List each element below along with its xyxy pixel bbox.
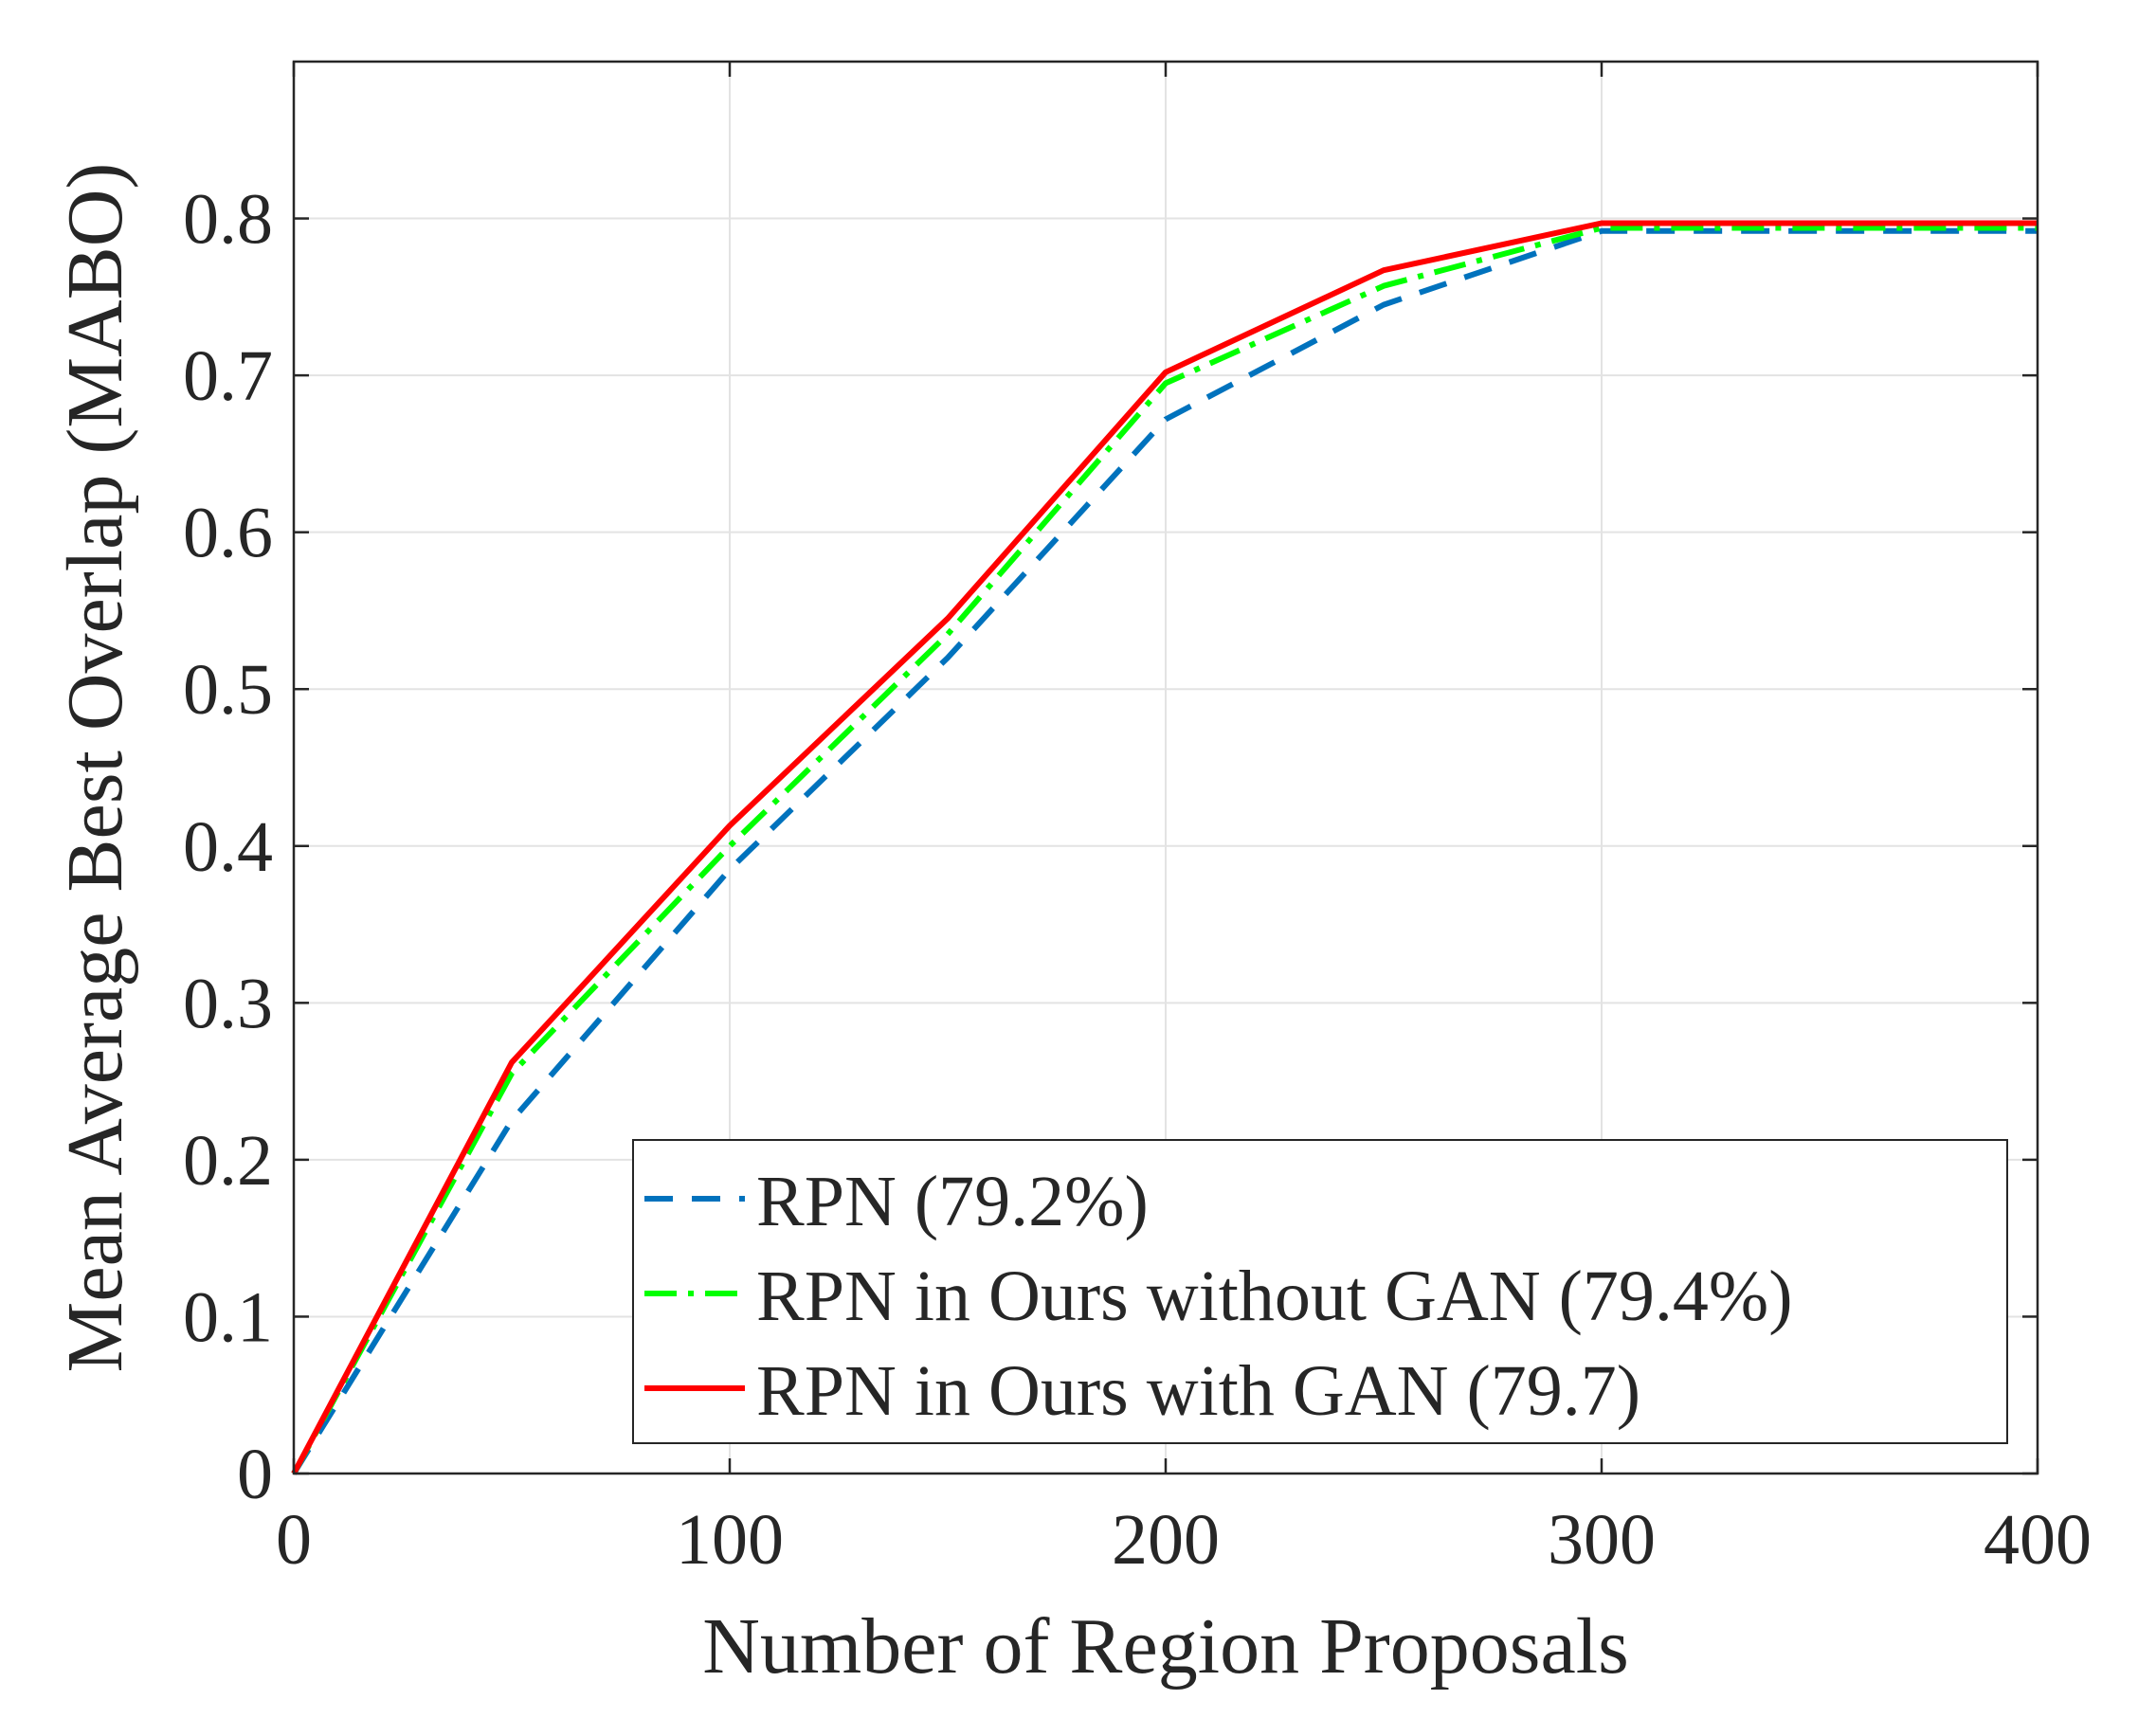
legend: RPN (79.2%) RPN in Ours without GAN (79.4… xyxy=(632,1139,2008,1444)
y-axis-title: Mean Average Best Overlap (MABO) xyxy=(51,163,139,1373)
series-lines xyxy=(291,220,2038,1475)
legend-label: RPN in Ours without GAN (79.4%) xyxy=(756,1257,1793,1336)
x-tick-label: 400 xyxy=(1984,1500,2092,1580)
y-tick-label: 0.6 xyxy=(183,494,273,573)
x-axis-title: Number of Region Proposals xyxy=(702,1602,1629,1691)
legend-label: RPN in Ours with GAN (79.7) xyxy=(756,1351,1640,1431)
y-tick-label: 0.8 xyxy=(183,180,273,260)
y-tick-label: 0.4 xyxy=(183,807,273,887)
x-tick-label: 100 xyxy=(676,1500,784,1580)
x-tick-label: 300 xyxy=(1548,1500,1656,1580)
axis-labels: Number of Region Proposals Mean Average … xyxy=(51,163,1629,1691)
legend-label: RPN (79.2%) xyxy=(756,1162,1149,1241)
y-tick-label: 0.5 xyxy=(183,650,273,730)
y-tick-label: 0 xyxy=(237,1435,273,1514)
series-line xyxy=(291,227,2038,1475)
y-tick-label: 0.2 xyxy=(183,1121,273,1201)
series-line xyxy=(291,220,2038,1475)
legend-box xyxy=(632,1139,2008,1444)
y-tick-label: 0.7 xyxy=(183,336,273,416)
series-line xyxy=(291,225,2038,1475)
axis-ticks: 0 100 200 300 400 0 0.1 0.2 0.3 0.4 0.5 0.6 0.7 0.8 xyxy=(183,62,2092,1580)
x-tick-label: 0 xyxy=(276,1500,312,1580)
y-tick-label: 0.3 xyxy=(183,964,273,1043)
x-tick-label: 200 xyxy=(1112,1500,1220,1580)
y-tick-label: 0.1 xyxy=(183,1277,273,1357)
